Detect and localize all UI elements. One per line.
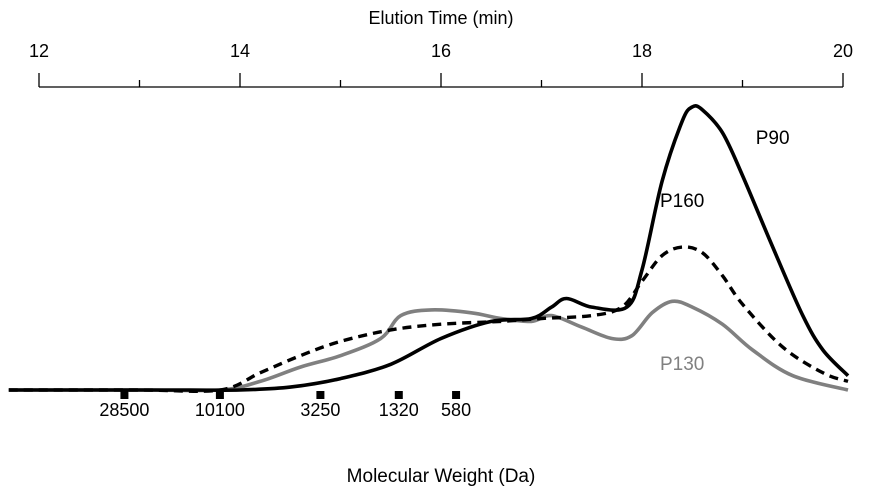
series-line-p90 <box>8 104 850 393</box>
mw-marker <box>215 391 224 399</box>
mw-marker <box>394 391 403 399</box>
top-axis-tick-label: 12 <box>29 41 49 61</box>
mw-marker-label: 28500 <box>99 400 149 420</box>
top-axis-tick-label: 14 <box>230 41 250 61</box>
top-axis-tick-label: 18 <box>632 41 652 61</box>
plot-area <box>8 104 850 393</box>
mw-marker <box>452 391 461 399</box>
top-axis-tick-label: 16 <box>431 41 451 61</box>
series-line-p160 <box>8 245 849 393</box>
mw-marker-label: 3250 <box>300 400 340 420</box>
series-label-p160: P160 <box>660 191 704 212</box>
top-axis: 12 14 16 18 20 <box>29 41 853 88</box>
bottom-axis-label: Molecular Weight (Da) <box>347 466 536 487</box>
mw-marker <box>316 391 325 399</box>
mw-marker-label: 1320 <box>379 400 419 420</box>
mw-marker <box>120 391 129 399</box>
series-label-p130: P130 <box>660 354 704 375</box>
top-axis-label: Elution Time (min) <box>368 8 513 28</box>
series-line-p130 <box>8 299 849 393</box>
series-label-p90: P90 <box>756 128 790 149</box>
mw-marker-label: 580 <box>441 400 471 420</box>
series-labels: P90 P160 P130 <box>660 128 790 375</box>
molecular-weight-markers: 28500 10100 3250 1320 580 <box>99 391 471 420</box>
mw-marker-label: 10100 <box>195 400 245 420</box>
top-axis-tick-label: 20 <box>833 41 853 61</box>
